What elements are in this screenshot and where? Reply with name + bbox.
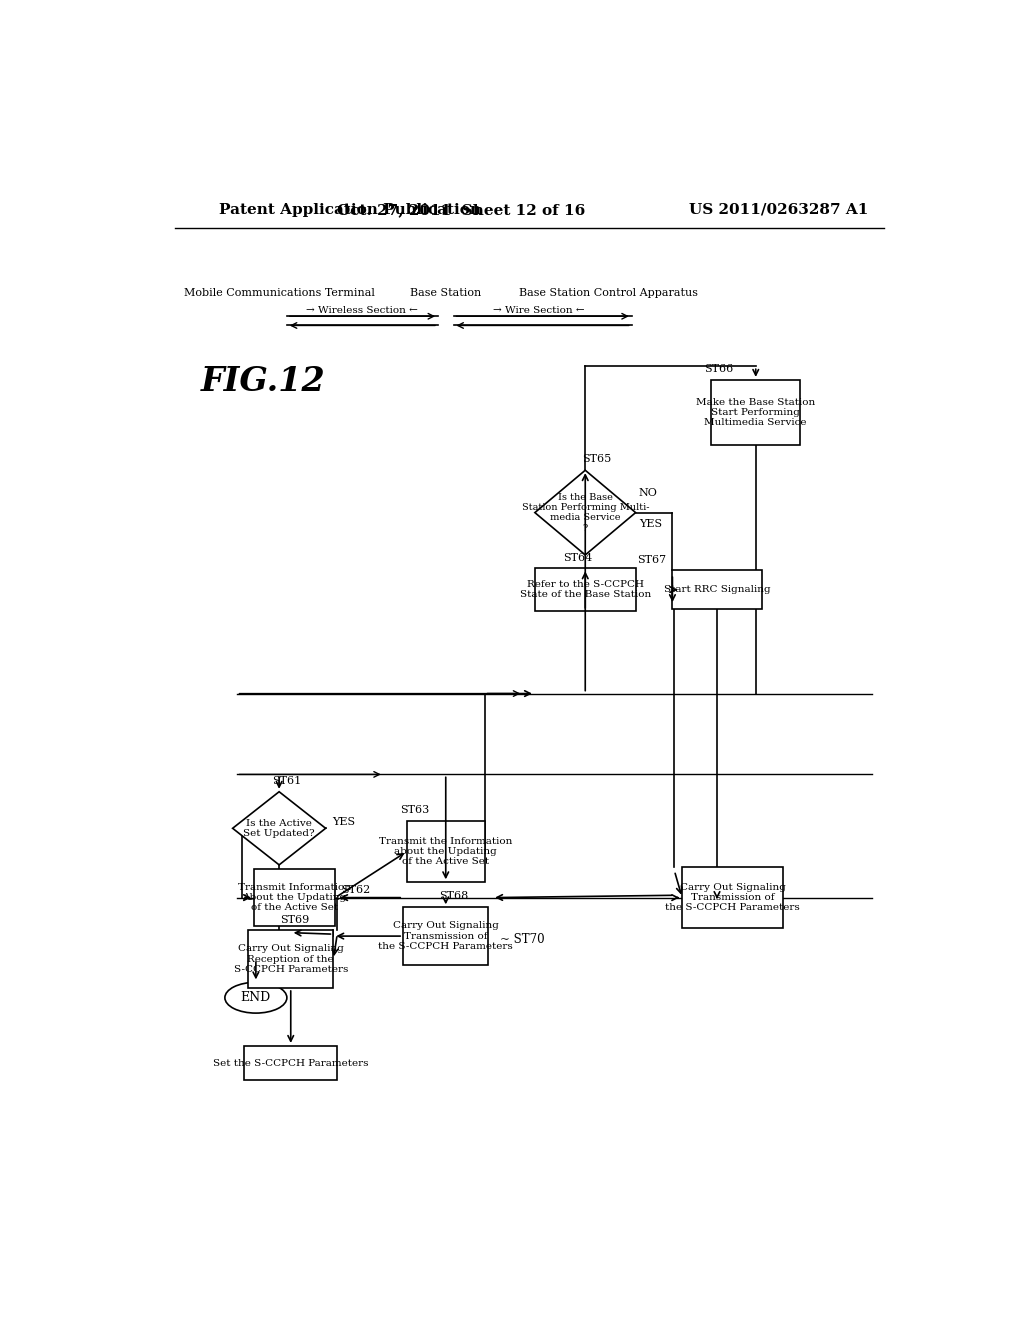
Text: ~ ST70: ~ ST70 xyxy=(500,933,545,946)
Text: → Wire Section ←: → Wire Section ← xyxy=(493,306,585,314)
Polygon shape xyxy=(232,792,326,865)
Ellipse shape xyxy=(225,982,287,1014)
Polygon shape xyxy=(535,470,636,554)
Text: Carry Out Signaling
Transmission of
the S-CCPCH Parameters: Carry Out Signaling Transmission of the … xyxy=(666,883,800,912)
Text: ST61: ST61 xyxy=(272,776,301,785)
FancyBboxPatch shape xyxy=(245,1045,337,1081)
FancyBboxPatch shape xyxy=(682,867,783,928)
Text: ST65: ST65 xyxy=(583,454,611,465)
Text: NO: NO xyxy=(256,871,274,880)
Text: Is the Base
Station Performing Multi-
media Service
?: Is the Base Station Performing Multi- me… xyxy=(521,492,649,533)
Text: END: END xyxy=(241,991,271,1005)
Text: Transmit the Information
about the Updating
of the Active Set: Transmit the Information about the Updat… xyxy=(379,837,512,866)
Text: Transmit Information
About the Updating
of the Active Set: Transmit Information About the Updating … xyxy=(239,883,351,912)
Text: Make the Base Station
Start Performing
Multimedia Service: Make the Base Station Start Performing M… xyxy=(696,397,815,428)
Text: Start RRC Signaling: Start RRC Signaling xyxy=(664,585,770,594)
Text: US 2011/0263287 A1: US 2011/0263287 A1 xyxy=(689,203,868,216)
Text: Mobile Communications Terminal: Mobile Communications Terminal xyxy=(183,288,375,298)
Text: Base Station Control Apparatus: Base Station Control Apparatus xyxy=(519,288,698,298)
Text: Refer to the S-CCPCH
State of the Base Station: Refer to the S-CCPCH State of the Base S… xyxy=(519,579,651,599)
Text: Oct. 27, 2011  Sheet 12 of 16: Oct. 27, 2011 Sheet 12 of 16 xyxy=(337,203,586,216)
Text: ST69: ST69 xyxy=(280,915,309,924)
FancyBboxPatch shape xyxy=(673,570,762,609)
Text: Carry Out Signaling
Transmission of
the S-CCPCH Parameters: Carry Out Signaling Transmission of the … xyxy=(379,921,513,950)
FancyBboxPatch shape xyxy=(407,821,484,882)
Text: NO: NO xyxy=(639,488,657,499)
Text: Carry Out Signaling
Reception of the
S-CCPCH Parameters: Carry Out Signaling Reception of the S-C… xyxy=(233,944,348,974)
FancyBboxPatch shape xyxy=(403,907,488,965)
FancyBboxPatch shape xyxy=(712,380,801,445)
Text: Base Station: Base Station xyxy=(411,288,481,298)
Text: Patent Application Publication: Patent Application Publication xyxy=(219,203,481,216)
Text: ST68: ST68 xyxy=(439,891,468,902)
Text: FIG.12: FIG.12 xyxy=(202,366,326,399)
Text: → Wireless Section ←: → Wireless Section ← xyxy=(306,306,418,314)
Text: YES: YES xyxy=(639,519,662,529)
FancyBboxPatch shape xyxy=(254,869,335,927)
FancyBboxPatch shape xyxy=(248,931,334,989)
FancyBboxPatch shape xyxy=(535,569,636,611)
Text: ST63: ST63 xyxy=(400,805,429,814)
Text: YES: YES xyxy=(332,817,355,828)
Text: ST62: ST62 xyxy=(342,884,371,895)
Text: Set the S-CCPCH Parameters: Set the S-CCPCH Parameters xyxy=(213,1059,369,1068)
Text: ST66: ST66 xyxy=(705,364,733,374)
Text: ST64: ST64 xyxy=(563,553,592,562)
Text: Is the Active
Set Updated?: Is the Active Set Updated? xyxy=(244,818,315,838)
Text: ST67: ST67 xyxy=(637,554,667,565)
